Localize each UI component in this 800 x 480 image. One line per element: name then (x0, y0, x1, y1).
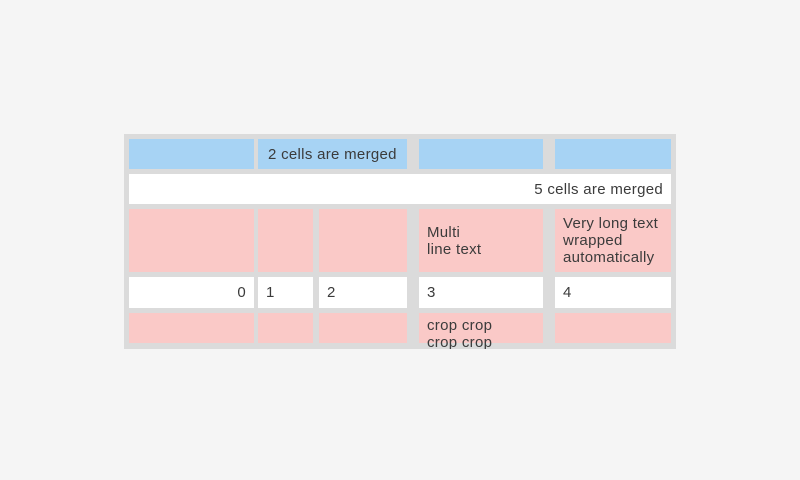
cell-multiline-text[interactable]: Multi line text (419, 209, 543, 272)
cell-number-0[interactable]: 0 (129, 277, 254, 308)
cell-merged-2cols[interactable]: 2 cells are merged (258, 139, 407, 169)
table-row: 5 cells are merged (129, 174, 671, 204)
table-row: 2 cells are merged (129, 139, 671, 169)
cell-number-1[interactable]: 1 (258, 277, 313, 308)
cell-pink-blank-3[interactable] (319, 209, 407, 272)
cell-pink-blank-2[interactable] (258, 209, 313, 272)
cell-merged-5cols[interactable]: 5 cells are merged (129, 174, 671, 204)
cell-pink-blank-1[interactable] (129, 209, 254, 272)
cell-pink-blank-6[interactable] (319, 313, 407, 343)
cell-number-3[interactable]: 3 (419, 277, 543, 308)
table-row: crop crop crop crop (129, 313, 671, 349)
table-row: Multi line text Very long text wrapped a… (129, 209, 671, 272)
cell-blue-blank-2[interactable] (419, 139, 543, 169)
cell-pink-blank-7[interactable] (555, 313, 671, 343)
cell-number-2[interactable]: 2 (319, 277, 407, 308)
merged-cells-table: 2 cells are merged 5 cells are merged Mu… (124, 134, 676, 349)
table-row: 0 1 2 3 4 (129, 277, 671, 308)
cell-blue-blank-3[interactable] (555, 139, 671, 169)
cell-number-4[interactable]: 4 (555, 277, 671, 308)
cell-wrapped-text[interactable]: Very long text wrapped automatically (555, 209, 671, 272)
cell-blue-blank-1[interactable] (129, 139, 254, 169)
cell-crop-text[interactable]: crop crop crop crop (419, 313, 543, 349)
cell-pink-blank-4[interactable] (129, 313, 254, 343)
cell-pink-blank-5[interactable] (258, 313, 313, 343)
